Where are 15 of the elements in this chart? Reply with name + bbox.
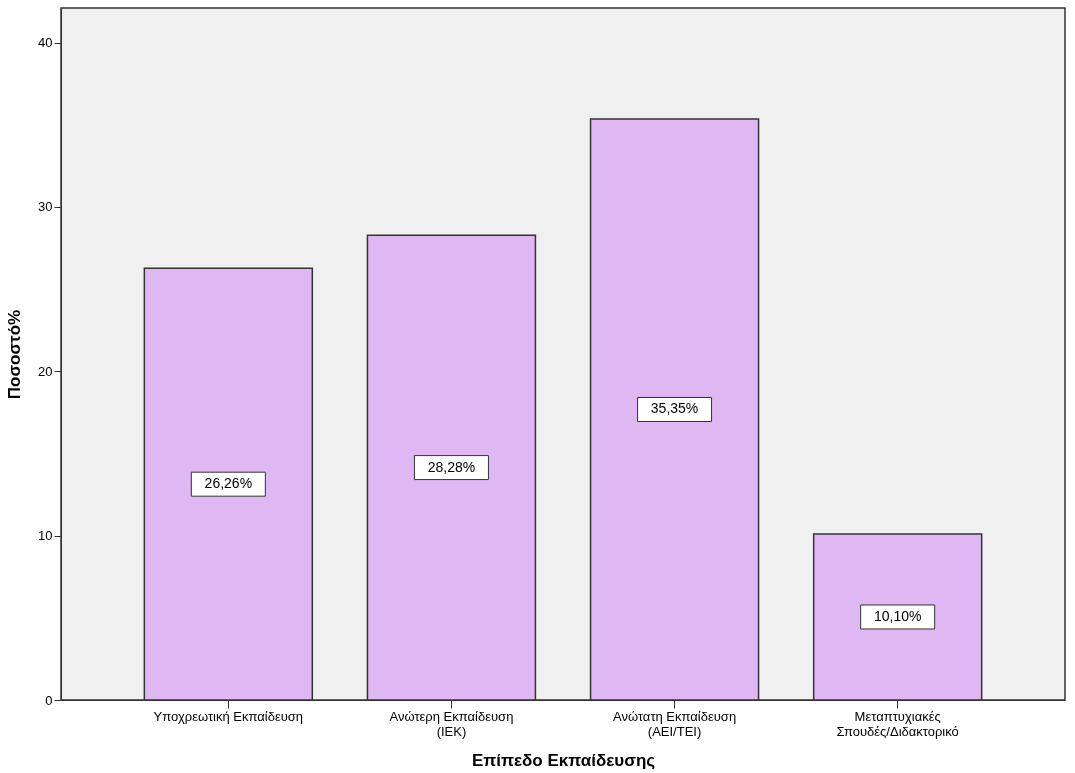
data-label: 10,10% [873, 607, 922, 624]
y-tick-label: 30 [38, 199, 53, 215]
x-tick-label: Ανώτατη Εκπαίδευση (ΑΕΙ/ΤΕΙ) [613, 708, 737, 739]
x-tick-label: Υποχρεωτική Εκπαίδευση [153, 708, 304, 724]
data-label: 35,35% [650, 400, 699, 417]
data-label: 28,28% [427, 458, 476, 475]
y-tick-label: 20 [38, 363, 53, 379]
data-label: 26,26% [204, 475, 253, 492]
x-axis-title: Επίπεδο Εκπαίδευσης [471, 750, 656, 770]
y-tick-label: 10 [38, 528, 53, 544]
x-tick-label: Μεταπτυχιακές Σπουδές/Διδακτορικό [836, 708, 959, 739]
y-tick-label: 40 [38, 35, 53, 51]
x-tick-label: Ανώτερη Εκπαίδευση (ΙΕΚ) [389, 708, 514, 739]
y-axis-title: Ποσοστό% [5, 309, 25, 400]
y-tick-label: 0 [45, 692, 53, 708]
